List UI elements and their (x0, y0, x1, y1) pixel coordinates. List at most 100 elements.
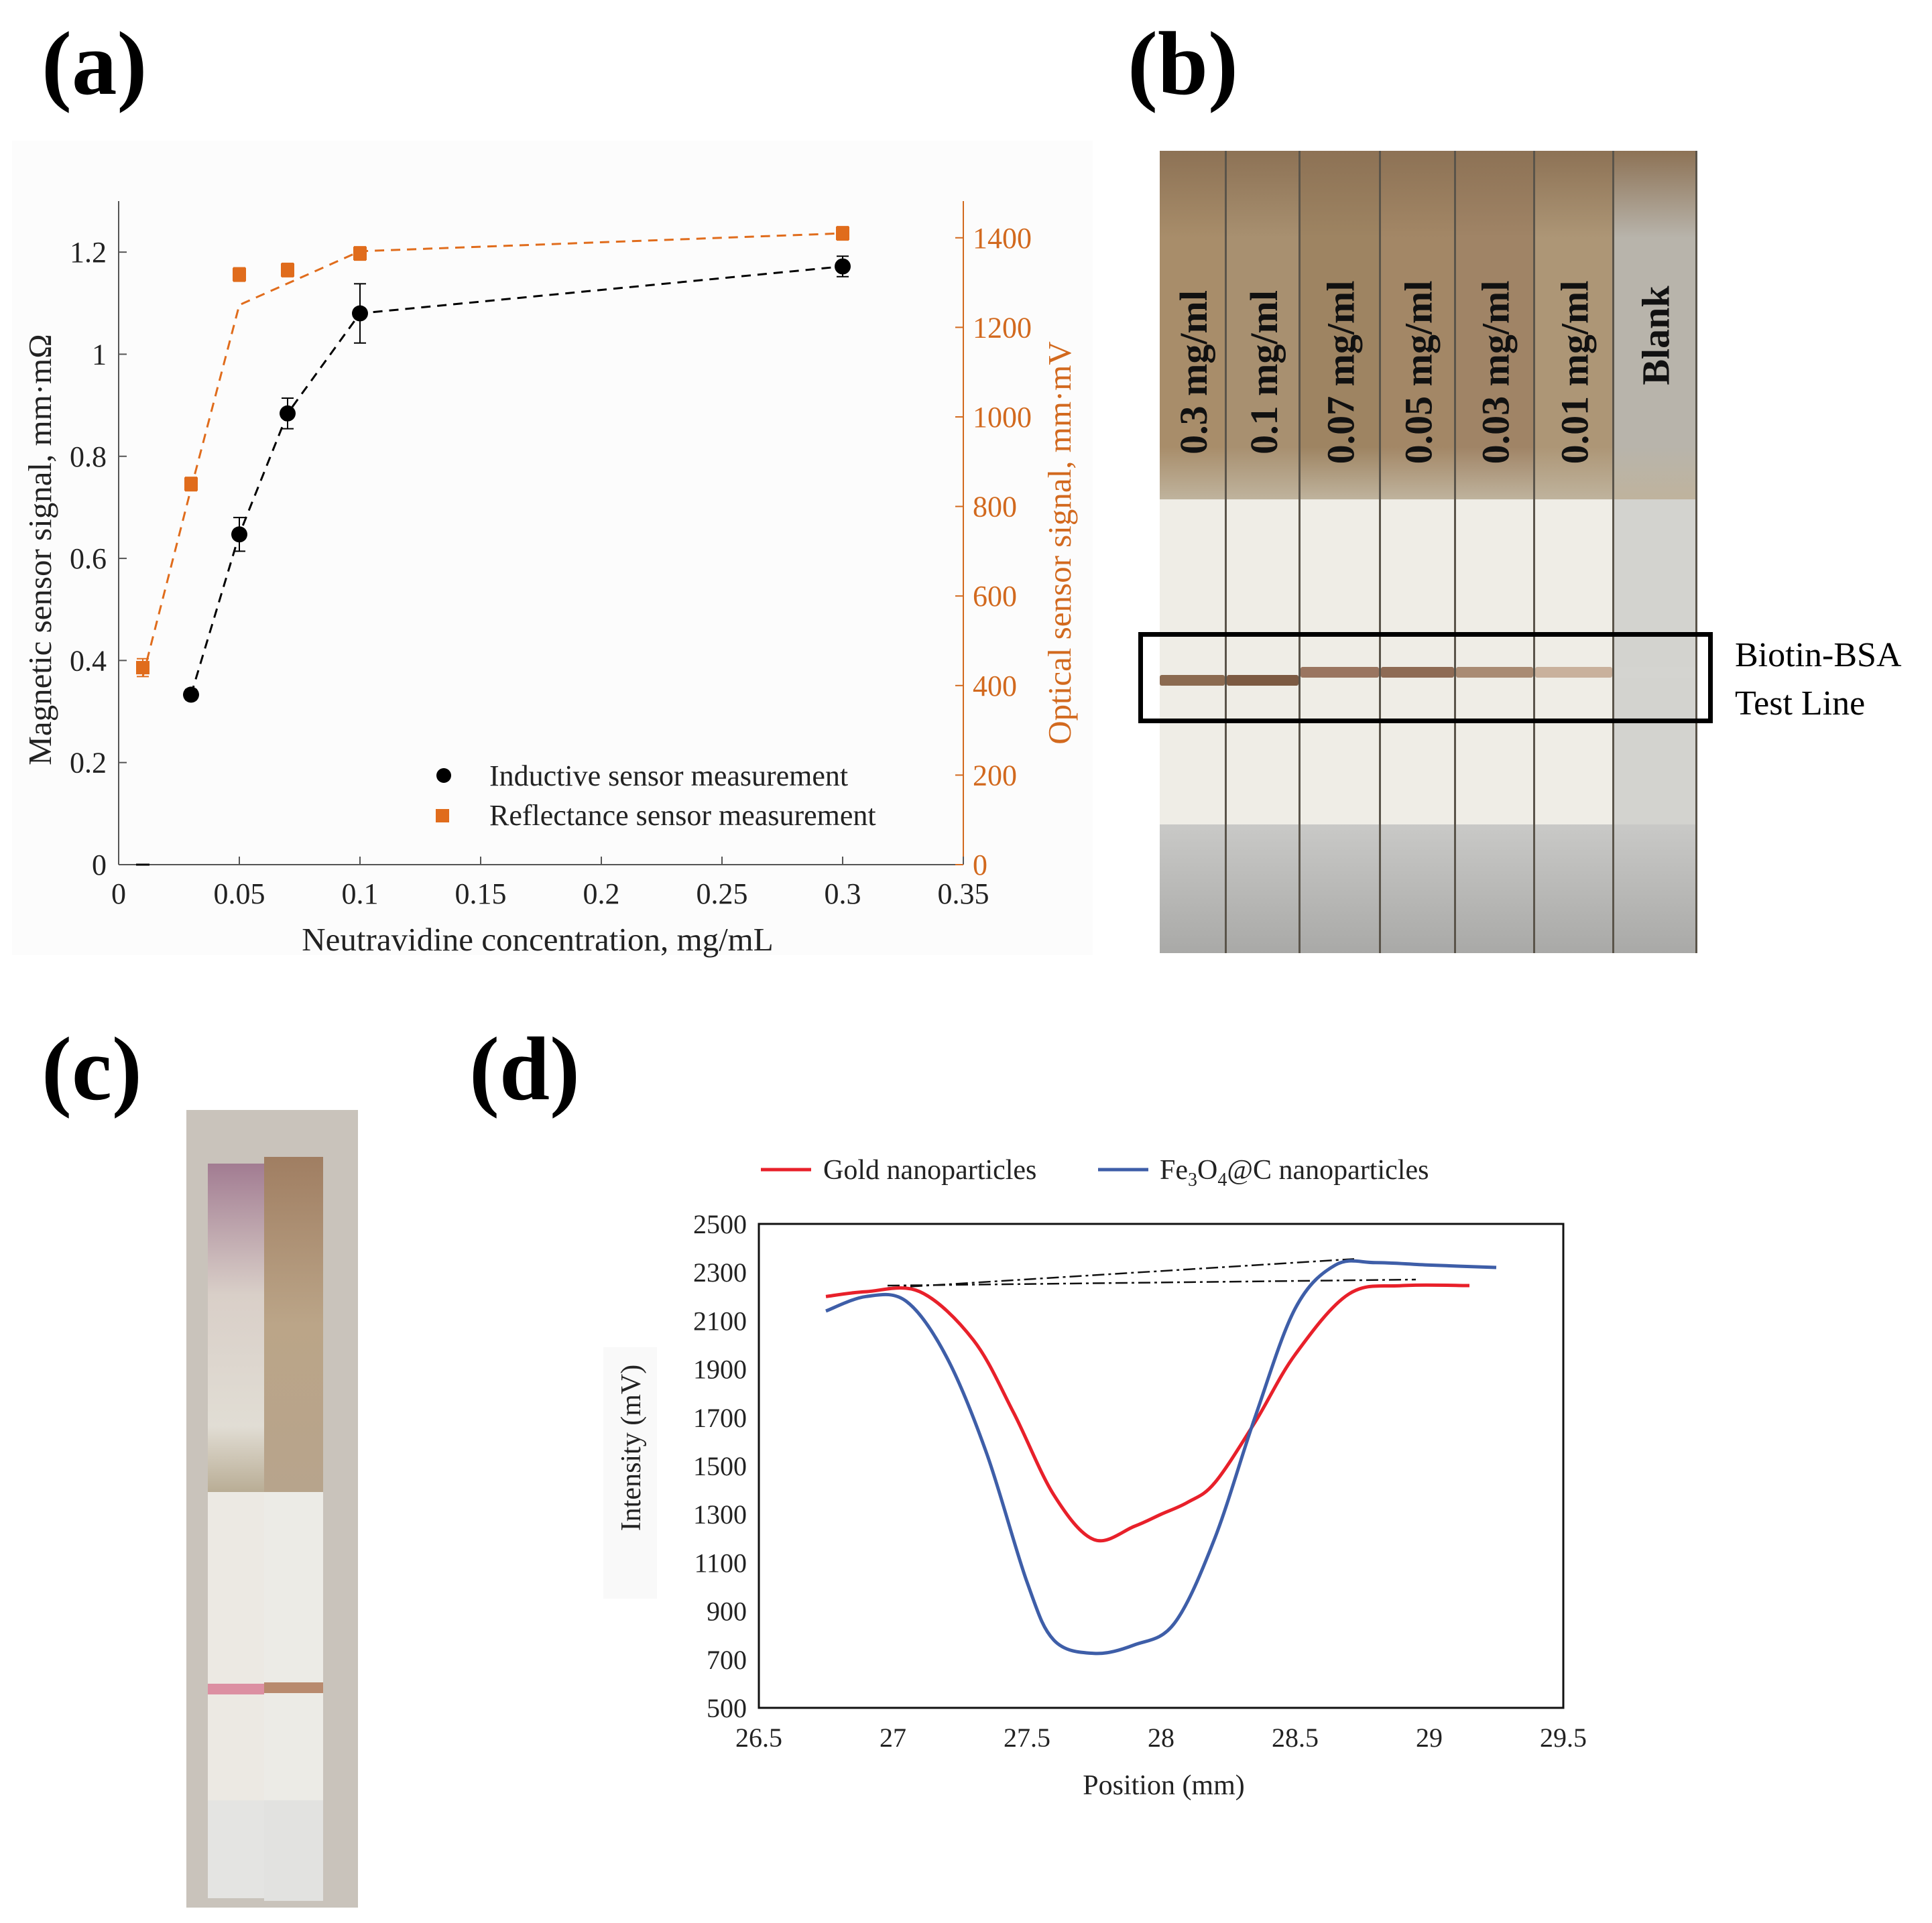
chart-d-xlabel: Position (mm) (1083, 1770, 1245, 1801)
legend-label-inductive: Inductive sensor measurement (489, 759, 848, 792)
strip-1: 0.3 mg/ml (1160, 151, 1227, 953)
y-tick-label-a: 0 (92, 849, 107, 881)
point-inductive (835, 258, 851, 275)
y2-tick-label-a: 800 (973, 491, 1017, 523)
strip-label: 0.03 mg/ml (1473, 280, 1518, 464)
strip-pad (1614, 151, 1695, 499)
test-line (1227, 675, 1299, 686)
annotation-line1: Biotin-BSA (1735, 636, 1902, 674)
test-line (1160, 675, 1225, 686)
strip-2: 0.1 mg/ml (1227, 151, 1301, 953)
strip-sample-pad (1160, 824, 1225, 953)
point-inductive (352, 305, 368, 322)
strip-4: 0.05 mg/ml (1381, 151, 1456, 953)
y-tick-label-d: 1500 (693, 1451, 747, 1481)
strip-pad (1160, 151, 1225, 499)
x-tick-label-a: 0.2 (583, 877, 620, 910)
panel-label-a: (a) (42, 14, 147, 114)
strip-label: 0.3 mg/ml (1171, 290, 1215, 454)
chart-a-ylabel: Magnetic sensor signal, mm·mΩ (21, 334, 58, 765)
y-tick-label-d: 2300 (693, 1257, 747, 1288)
chart-a-background (12, 141, 1093, 955)
photo-c-line-right (264, 1682, 323, 1693)
photo-c-sample-pad-right (264, 1800, 323, 1901)
chart-d-plot-frame (758, 1223, 1565, 1709)
x-tick-label-d: 26.5 (735, 1723, 782, 1753)
strip-pad (1381, 151, 1454, 499)
strip-7: Blank (1614, 151, 1697, 953)
strip-6: 0.01 mg/ml (1535, 151, 1614, 953)
y-tick-label-d: 1900 (693, 1355, 747, 1385)
photo-b-strips: 0.3 mg/ml 0.1 mg/ml 0.07 mg/ml 0.05 mg/ml 0.… (1160, 151, 1697, 953)
y2-tick-label-a: 0 (973, 849, 987, 881)
x-tick-label-d: 29.5 (1540, 1723, 1587, 1753)
baseline-dashdot (887, 1278, 1416, 1287)
series-line-gold (825, 1283, 1470, 1543)
strip-label: 0.05 mg/ml (1396, 280, 1441, 464)
strip-pad (1227, 151, 1299, 499)
chart-d-lines (825, 1258, 1497, 1656)
strip-sample-pad (1227, 824, 1299, 953)
x-tick-label-d: 28 (1148, 1723, 1174, 1753)
chart-a-ticks: 0 0.05 0.1 0.15 0.2 0.25 0.3 0.3500.20.40.60.81… (70, 222, 1032, 910)
y-tick-label-d: 1300 (693, 1499, 747, 1530)
photo-c-sample-pad-left (208, 1800, 265, 1898)
chart-a-xlabel: Neutravidine concentration, mg/mL (302, 921, 773, 958)
y-tick-label-d: 2500 (693, 1209, 747, 1239)
point-inductive (280, 405, 296, 422)
legend-label-gold: Gold nanoparticles (823, 1155, 1036, 1186)
legend-marker-inductive (436, 768, 451, 783)
legend-marker-reflectance (436, 809, 449, 822)
point-reflectance (136, 661, 149, 675)
point-reflectance (836, 227, 849, 241)
chart-d-axes (758, 1223, 1565, 1709)
chart-d-ticks: 26.5 27 27.5 28 28.5 29 29.5 500 700 900 1100 1300 1… (693, 1209, 1587, 1753)
point-reflectance (281, 263, 294, 277)
x-tick-label-a: 0 (111, 877, 126, 910)
chart-d-legend: Gold nanoparticles Fe3O4@C nanoparticles (761, 1155, 1429, 1190)
y-tick-label-d: 500 (707, 1693, 747, 1723)
series-line-fe3o4 (825, 1259, 1497, 1656)
test-line (1535, 667, 1612, 678)
x-tick-label-a: 0.1 (342, 877, 379, 910)
x-tick-label-d: 27.5 (1004, 1723, 1050, 1753)
point-inductive (183, 686, 199, 703)
y-tick-label-d: 900 (707, 1597, 747, 1627)
x-tick-label-d: 28.5 (1272, 1723, 1319, 1753)
baseline-dashdot (887, 1258, 1355, 1289)
y2-tick-label-a: 1200 (973, 311, 1032, 344)
strip-sample-pad (1301, 824, 1379, 953)
y-tick-label-a: 0.6 (70, 542, 107, 575)
chart-a-y2label: Optical sensor signal, mm·mV (1041, 341, 1078, 745)
y-tick-label-a: 0.2 (70, 747, 107, 780)
strip-pad (1301, 151, 1379, 499)
strip-sample-pad (1535, 824, 1612, 953)
strip-pad (1535, 151, 1612, 499)
y-tick-label-d: 2100 (693, 1306, 747, 1336)
photo-c-pad-right (264, 1157, 323, 1492)
x-tick-label-a: 0.25 (697, 877, 748, 910)
point-reflectance (184, 477, 198, 491)
photo-c-strip-left (208, 1164, 265, 1898)
test-line (1614, 667, 1695, 678)
strip-pad (1456, 151, 1533, 499)
strip-label: Blank (1634, 285, 1678, 385)
strip-label: 0.1 mg/ml (1242, 290, 1286, 454)
panel-label-d: (d) (469, 1019, 580, 1119)
x-tick-label-a: 0.15 (455, 877, 507, 910)
chart-a-legend: Inductive sensor measurement Reflectance… (436, 759, 876, 832)
chart-a: 0 0.05 0.1 0.15 0.2 0.25 0.3 0.3500.20.40.60.81… (12, 141, 1093, 958)
photo-c-line-left (208, 1684, 265, 1694)
panel-label-b: (b) (1128, 14, 1238, 114)
strip-sample-pad (1456, 824, 1533, 953)
x-tick-label-a: 0.3 (825, 877, 861, 910)
strip-5: 0.03 mg/ml (1456, 151, 1535, 953)
y2-tick-label-a: 400 (973, 670, 1017, 702)
legend-label-reflectance: Reflectance sensor measurement (489, 799, 876, 832)
chart-a-axes (118, 201, 964, 865)
strip-sample-pad (1381, 824, 1454, 953)
strip-label: 0.01 mg/ml (1553, 280, 1597, 464)
x-tick-label-d: 29 (1416, 1723, 1443, 1753)
fit-line-reflectance (141, 232, 843, 677)
point-reflectance (353, 247, 367, 261)
